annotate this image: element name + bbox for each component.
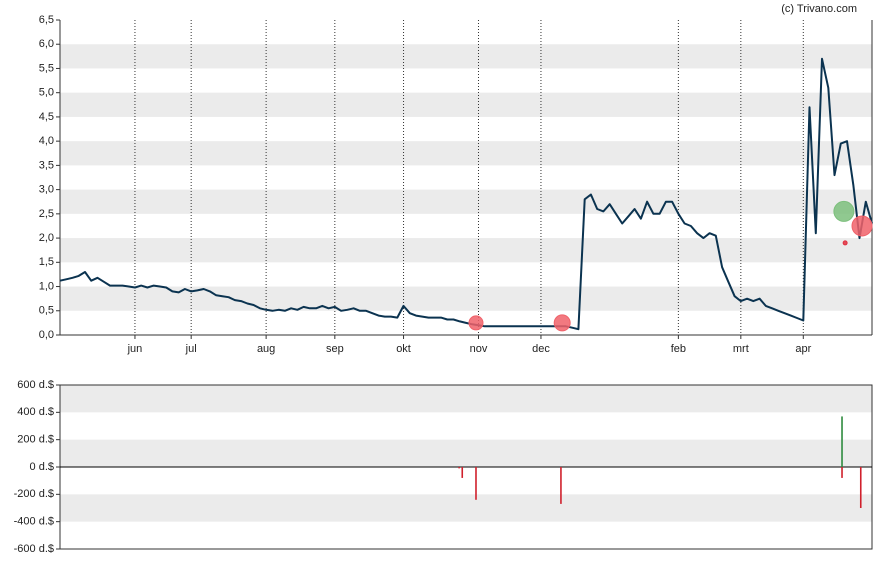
x-tick-label: feb: [671, 343, 686, 355]
x-tick-label: aug: [257, 343, 275, 355]
price-line: [59, 57, 873, 331]
trade-marker: [468, 315, 484, 331]
y-tick-label: 400 d.$: [17, 406, 54, 418]
trade-marker: [553, 314, 571, 332]
y-tick-label: 5,0: [39, 87, 54, 99]
y-tick-label: 4,0: [39, 135, 54, 147]
x-tick-label: jun: [127, 343, 143, 355]
y-tick-label: 0,0: [39, 329, 54, 341]
x-tick-label: dec: [532, 343, 550, 355]
y-tick-label: 2,0: [39, 232, 54, 244]
y-tick-label: 200 d.$: [17, 434, 54, 446]
band: [60, 189, 872, 214]
band: [60, 92, 872, 117]
y-tick-label: 6,5: [39, 14, 54, 26]
y-tick-label: 5,5: [39, 62, 54, 74]
y-tick-label: -200 d.$: [14, 488, 54, 500]
source-note: (c) Trivano.com: [781, 3, 857, 15]
trade-marker: [833, 200, 855, 222]
y-tick-label: 0 d.$: [30, 461, 54, 473]
x-tick-label: mrt: [733, 343, 749, 355]
x-tick-label: sep: [326, 343, 344, 355]
y-tick-label: 6,0: [39, 38, 54, 50]
band: [60, 44, 872, 69]
band: [60, 494, 872, 522]
trade-marker: [851, 215, 873, 237]
band: [60, 141, 872, 166]
y-tick-label: 3,5: [39, 159, 54, 171]
y-tick-label: 1,5: [39, 256, 54, 268]
y-tick-label: -400 d.$: [14, 516, 54, 528]
x-tick-label: okt: [396, 343, 411, 355]
x-tick-label: apr: [795, 343, 811, 355]
y-tick-label: -600 d.$: [14, 543, 54, 555]
x-tick-label: jul: [185, 343, 197, 355]
band: [60, 238, 872, 263]
band: [60, 385, 872, 413]
y-tick-label: 4,5: [39, 111, 54, 123]
y-tick-label: 2,5: [39, 208, 54, 220]
trade-marker: [842, 240, 848, 246]
y-tick-label: 0,5: [39, 305, 54, 317]
y-tick-label: 600 d.$: [17, 379, 54, 391]
y-tick-label: 3,0: [39, 184, 54, 196]
y-tick-label: 1,0: [39, 280, 54, 292]
x-tick-label: nov: [470, 343, 488, 355]
band: [60, 439, 872, 467]
